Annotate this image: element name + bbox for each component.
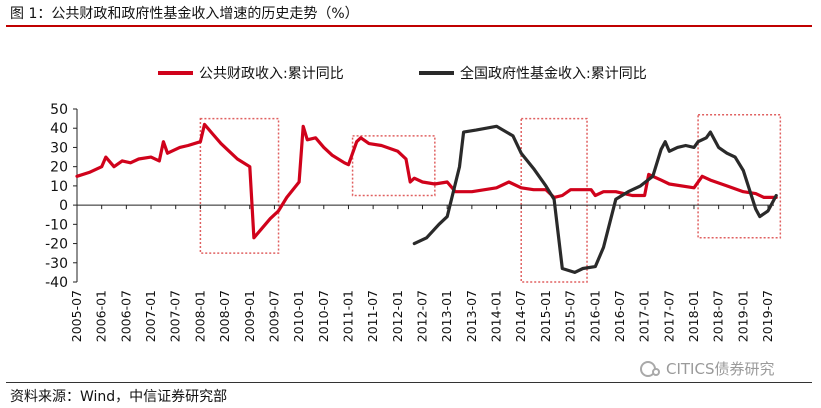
- y-tick-label: 0: [59, 198, 68, 214]
- x-tick-label: 2008-01: [192, 290, 207, 342]
- x-tick-label: 2014-01: [489, 290, 504, 342]
- y-tick-label: 20: [50, 160, 68, 176]
- highlight-boxes: [199, 114, 782, 283]
- y-tick-label: 40: [50, 121, 68, 137]
- y-axis: 50 40 30 20 10 0 -10 -20 -30 -40: [45, 102, 78, 291]
- series-line-fiscal: [75, 122, 778, 240]
- y-tick-label: 10: [50, 179, 68, 195]
- y-tick-label: -10: [45, 217, 68, 233]
- x-tick-label: 2019-01: [735, 290, 750, 342]
- x-tick-label: 2007-07: [168, 290, 183, 342]
- x-tick-label: 2006-01: [94, 290, 109, 342]
- x-tick-label: 2012-07: [415, 290, 430, 342]
- x-tick-label: 2005-07: [69, 290, 84, 342]
- x-tick-label: 2015-01: [538, 290, 553, 342]
- x-tick-label: 2013-07: [464, 290, 479, 342]
- y-tick-label: 30: [50, 140, 68, 156]
- x-tick-label: 2013-01: [439, 290, 454, 342]
- x-tick-label: 2018-07: [711, 290, 726, 342]
- x-tick-label: 2019-07: [760, 290, 775, 342]
- x-tick-label: 2009-01: [242, 290, 257, 342]
- watermark-text: CITICS债券研究: [666, 360, 775, 378]
- x-axis: 2005-07 2006-01 2006-07 2007-01 2007-07 2008-…: [69, 204, 775, 342]
- series-lines: [75, 122, 778, 274]
- x-tick-label: 2008-07: [217, 290, 232, 342]
- watermark: CITICS债券研究: [640, 358, 774, 379]
- highlight-box: [697, 114, 782, 239]
- legend: 公共财政收入:累计同比 全国政府性基金收入:累计同比: [158, 65, 647, 82]
- legend-label-fund: 全国政府性基金收入:累计同比: [460, 65, 647, 82]
- y-tick-label: 50: [50, 102, 68, 118]
- x-tick-label: 2017-01: [637, 290, 652, 342]
- y-tick-label: -30: [45, 256, 68, 272]
- highlight-box: [199, 117, 280, 254]
- title-rule: [6, 25, 812, 27]
- x-tick-label: 2010-01: [291, 290, 306, 342]
- highlight-box: [351, 135, 436, 197]
- x-tick-label: 2006-07: [118, 290, 133, 342]
- x-tick-label: 2015-07: [563, 290, 578, 342]
- x-tick-label: 2011-01: [340, 290, 355, 342]
- x-tick-label: 2010-07: [316, 290, 331, 342]
- chart-title: 图 1：公共财政和政府性基金收入增速的历史走势（%）: [10, 6, 359, 22]
- x-tick-label: 2009-07: [266, 290, 281, 342]
- x-tick-label: 2014-07: [513, 290, 528, 342]
- x-tick-label: 2017-07: [661, 290, 676, 342]
- y-tick-label: -40: [45, 275, 68, 291]
- x-tick-label: 2016-07: [612, 290, 627, 342]
- legend-label-fiscal: 公共财政收入:累计同比: [199, 66, 344, 82]
- x-tick-label: 2016-01: [587, 290, 602, 342]
- source-note: 资料来源：Wind，中信证券研究部: [10, 389, 228, 405]
- y-tick-label: -20: [45, 237, 68, 253]
- highlight-box: [520, 117, 588, 283]
- wechat-icon: [640, 360, 660, 377]
- x-tick-label: 2007-01: [143, 290, 158, 342]
- x-tick-label: 2012-01: [390, 290, 405, 342]
- x-tick-label: 2018-01: [686, 290, 701, 342]
- bottom-rule: [6, 382, 812, 383]
- x-tick-label: 2011-07: [365, 290, 380, 342]
- series-line-fund: [412, 124, 778, 274]
